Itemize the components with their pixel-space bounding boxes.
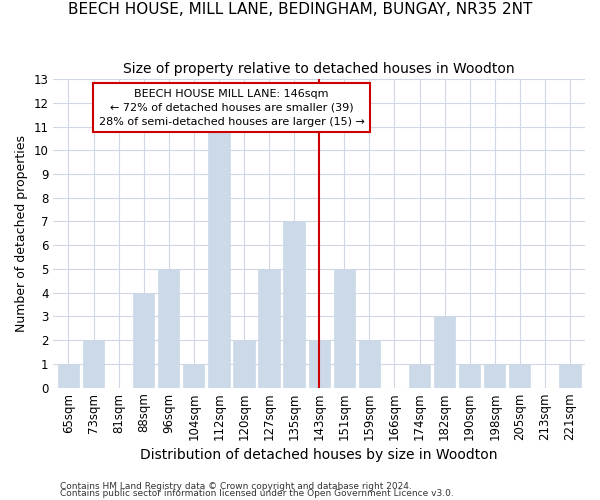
Bar <box>334 269 355 388</box>
Bar <box>434 316 455 388</box>
Text: BEECH HOUSE MILL LANE: 146sqm
← 72% of detached houses are smaller (39)
28% of s: BEECH HOUSE MILL LANE: 146sqm ← 72% of d… <box>98 88 364 126</box>
Bar <box>233 340 254 388</box>
Text: BEECH HOUSE, MILL LANE, BEDINGHAM, BUNGAY, NR35 2NT: BEECH HOUSE, MILL LANE, BEDINGHAM, BUNGA… <box>68 2 532 18</box>
Bar <box>308 340 330 388</box>
Bar <box>83 340 104 388</box>
Bar <box>484 364 505 388</box>
Bar <box>208 126 230 388</box>
Bar <box>559 364 581 388</box>
Bar <box>459 364 481 388</box>
Bar <box>283 222 305 388</box>
Text: Contains HM Land Registry data © Crown copyright and database right 2024.: Contains HM Land Registry data © Crown c… <box>60 482 412 491</box>
Title: Size of property relative to detached houses in Woodton: Size of property relative to detached ho… <box>124 62 515 76</box>
Bar <box>58 364 79 388</box>
Text: Contains public sector information licensed under the Open Government Licence v3: Contains public sector information licen… <box>60 489 454 498</box>
Bar <box>409 364 430 388</box>
Bar <box>259 269 280 388</box>
X-axis label: Distribution of detached houses by size in Woodton: Distribution of detached houses by size … <box>140 448 498 462</box>
Bar <box>133 292 154 388</box>
Bar <box>509 364 530 388</box>
Bar <box>359 340 380 388</box>
Bar <box>183 364 205 388</box>
Y-axis label: Number of detached properties: Number of detached properties <box>15 135 28 332</box>
Bar <box>158 269 179 388</box>
